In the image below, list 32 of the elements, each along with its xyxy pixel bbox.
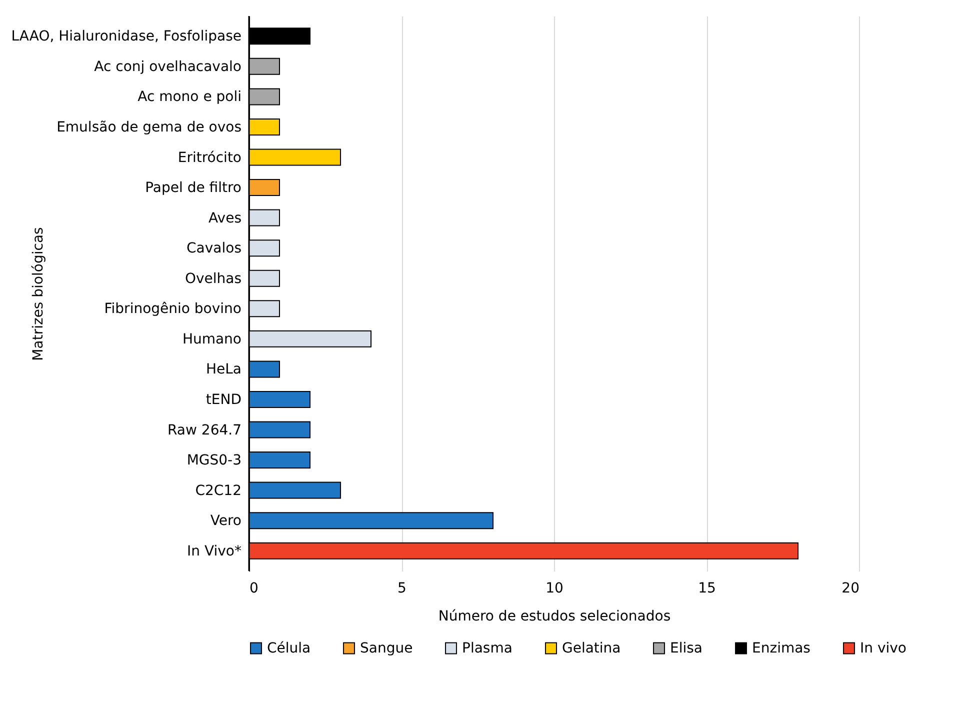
legend-label: Gelatina [562,640,621,656]
y-tick-label: Ac conj ovelhacavalo [94,58,242,75]
x-tick-label: 5 [398,580,406,596]
y-tick-label: Ovelhas [184,270,242,287]
y-tick-label: HeLa [206,362,242,378]
x-tick-label: 15 [698,580,716,596]
y-axis-title: Matrizes biológicas [30,227,46,361]
y-tick-label: Aves [208,210,242,226]
x-axis-title: Número de estudos selecionados [438,608,671,624]
y-tick-label: LAAO, Hialuronidase, Fosfolipase [11,28,242,45]
y-tick-label: Vero [210,513,242,530]
y-tick-label: Papel de filtro [145,180,242,196]
y-tick-label: Emulsão de gema de ovos [56,119,242,136]
y-tick-label: Cavalos [186,240,242,257]
y-tick-label: Ac mono e poli [138,89,242,106]
y-tick-label: Raw 264.7 [168,422,242,438]
y-tick-label: tEND [206,392,242,408]
x-tick-label: 10 [546,580,564,596]
y-tick-label: Fibrinogênio bovino [104,301,242,318]
legend-label: Sangue [360,640,413,656]
legend-label: Elisa [670,640,702,656]
legend-label: Plasma [462,640,512,656]
y-tick-label: In Vivo* [187,543,242,560]
y-tick-label: Humano [182,331,242,348]
y-tick-label: C2C12 [195,482,242,499]
x-tick-label: 20 [842,580,860,596]
y-tick-label: Eritrócito [178,150,242,166]
legend-label: Enzimas [752,640,810,656]
x-tick-label: 0 [250,580,258,596]
legend-label: Célula [267,640,311,656]
legend-label: In vivo [860,640,906,656]
y-tick-label: MGS0-3 [186,452,242,469]
